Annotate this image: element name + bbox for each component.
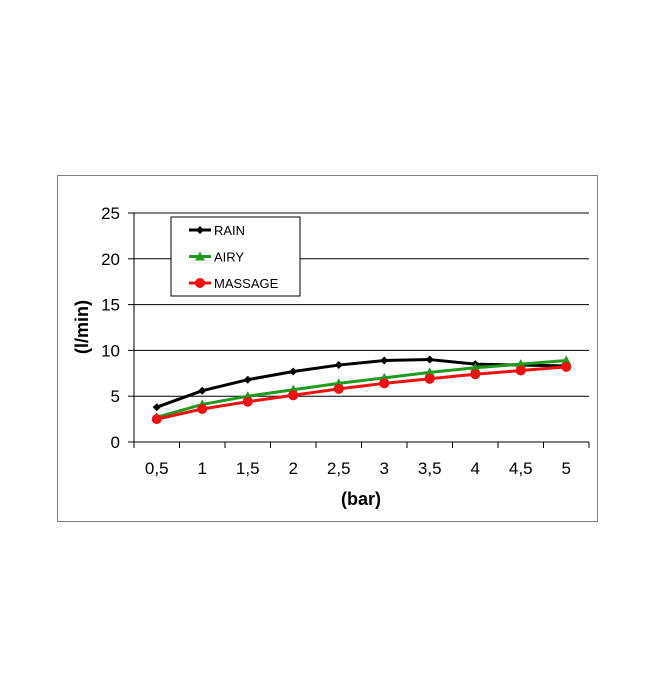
data-point-rain [152, 403, 161, 412]
data-point-massage [424, 373, 435, 384]
data-point-rain [243, 375, 252, 384]
legend-marker-massage [195, 278, 205, 288]
legend: RAIN AIRY MASSAGE [170, 216, 301, 297]
series-group [151, 355, 572, 425]
data-point-rain [334, 361, 343, 370]
data-point-rain [380, 356, 389, 365]
legend-marker-rain [196, 226, 204, 234]
legend-label-rain: RAIN [214, 223, 245, 238]
data-point-airy [424, 367, 435, 377]
axes [128, 212, 590, 448]
x-axis-title: (bar) [341, 489, 381, 509]
x-tick-label: 4 [471, 459, 480, 478]
grid-lines [134, 212, 589, 397]
legend-label-massage: MASSAGE [214, 276, 279, 291]
data-point-airy [515, 359, 526, 369]
x-tick-label: 4,5 [509, 459, 533, 478]
y-tick-label: 25 [101, 204, 120, 223]
y-tick-label: 5 [111, 387, 120, 406]
y-axis-title: (l/min) [72, 300, 92, 354]
y-tick-label: 20 [101, 250, 120, 269]
data-point-airy [470, 362, 481, 372]
x-tick-label: 1,5 [236, 459, 260, 478]
x-tick-label: 0,5 [145, 459, 169, 478]
series-line-massage [156, 365, 567, 421]
data-point-rain [198, 386, 207, 395]
data-point-massage [379, 378, 390, 389]
x-tick-label: 3 [380, 459, 389, 478]
data-point-rain [425, 355, 434, 364]
data-point-massage [333, 383, 344, 394]
tick-labels: 0 5 10 15 20 25 0,5 1 1,5 2 2,5 3 3,5 4 4,5 5 [101, 204, 571, 478]
series-massage [151, 361, 572, 425]
y-tick-label: 15 [101, 296, 120, 315]
x-tick-label: 2 [289, 459, 298, 478]
legend-marker-airy [195, 251, 205, 261]
data-point-rain [289, 367, 298, 376]
data-point-massage [470, 369, 481, 380]
x-tick-label: 1 [198, 459, 207, 478]
data-point-massage [288, 390, 299, 401]
legend-label-airy: AIRY [214, 250, 244, 265]
x-tick-label: 2,5 [327, 459, 351, 478]
y-tick-label: 0 [111, 433, 120, 452]
data-point-massage [242, 396, 253, 407]
x-tick-label: 5 [562, 459, 571, 478]
y-tick-label: 10 [101, 341, 120, 360]
data-point-massage [515, 365, 526, 376]
x-tick-label: 3,5 [418, 459, 442, 478]
data-point-massage [561, 361, 572, 372]
series-line-airy [156, 358, 567, 419]
chart-frame [57, 175, 598, 522]
data-point-massage [151, 414, 162, 425]
data-point-massage [197, 404, 208, 415]
data-point-airy [561, 355, 572, 365]
